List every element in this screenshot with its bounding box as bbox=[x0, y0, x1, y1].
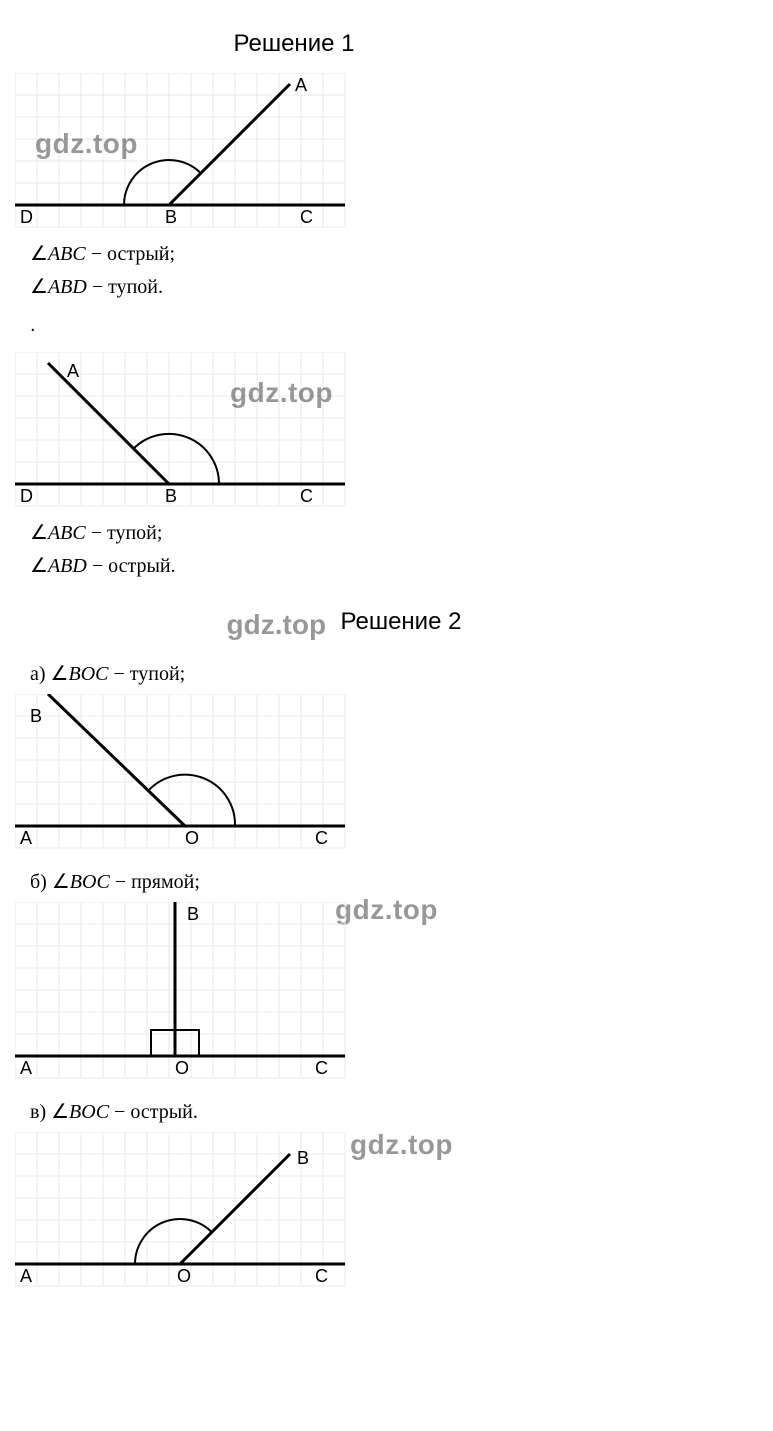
figure-4-svg: A O C B bbox=[15, 902, 355, 1084]
label-c: C bbox=[300, 486, 313, 506]
angle-name: BOC bbox=[70, 871, 110, 893]
figure-1-svg: D B C A bbox=[15, 73, 355, 233]
figure-5-svg: A O C B bbox=[15, 1132, 355, 1292]
watermark-inline: gdz.top bbox=[227, 609, 327, 641]
angle-symbol: ∠ bbox=[30, 243, 48, 265]
heading-solution-2: Решение 2 bbox=[341, 608, 462, 635]
dash: − bbox=[87, 555, 108, 577]
grid bbox=[15, 902, 345, 1078]
angle-name: ABD bbox=[48, 276, 87, 298]
ray-ba bbox=[48, 363, 169, 484]
figure-5: A O C B bbox=[15, 1132, 355, 1292]
dash: − bbox=[110, 871, 131, 893]
watermark: gdz.top bbox=[350, 1129, 453, 1161]
angle-arc bbox=[134, 434, 219, 484]
dash: − bbox=[86, 243, 107, 265]
dash: − bbox=[109, 1101, 130, 1123]
label-o: O bbox=[175, 1058, 189, 1078]
label-c: C bbox=[315, 1058, 328, 1078]
ray-ba bbox=[169, 84, 290, 205]
sub-c-label: в) ∠BOC − острый. bbox=[30, 1099, 773, 1124]
desc: тупой; bbox=[107, 522, 162, 544]
label-a: A bbox=[20, 1058, 32, 1078]
label-d: D bbox=[20, 207, 33, 227]
figure-2-svg: D B C A bbox=[15, 352, 355, 512]
figure-3-svg: A O C B bbox=[15, 694, 355, 854]
dash: − bbox=[86, 522, 107, 544]
label-a: A bbox=[20, 828, 32, 848]
separator-dot: . bbox=[30, 314, 773, 337]
figure-4: A O C B bbox=[15, 902, 355, 1084]
prefix: а) bbox=[30, 663, 51, 685]
label-o: O bbox=[177, 1266, 191, 1286]
angle-name: BOC bbox=[69, 1101, 109, 1123]
angle-name: BOC bbox=[68, 663, 108, 685]
desc: прямой; bbox=[131, 871, 200, 893]
figure-1: D B C A gdz.top bbox=[15, 73, 355, 233]
label-a: A bbox=[295, 75, 307, 95]
label-a: A bbox=[20, 1266, 32, 1286]
text-abd-obtuse: ∠ABD − тупой. bbox=[30, 274, 773, 299]
text-abd-acute: ∠ABD − острый. bbox=[30, 553, 773, 578]
angle-name: ABC bbox=[48, 522, 86, 544]
label-a: A bbox=[67, 361, 79, 381]
label-c: C bbox=[315, 828, 328, 848]
desc: тупой. bbox=[108, 276, 163, 298]
desc: острый; bbox=[107, 243, 175, 265]
figure-2: D B C A gdz.top bbox=[15, 352, 355, 512]
text-abc-acute: ∠ABC − острый; bbox=[30, 241, 773, 266]
sub-b-label: б) ∠BOC − прямой; bbox=[30, 869, 773, 894]
desc: острый. bbox=[108, 555, 176, 577]
label-c: C bbox=[315, 1266, 328, 1286]
desc: тупой; bbox=[130, 663, 185, 685]
label-b: B bbox=[165, 207, 177, 227]
dash: − bbox=[108, 663, 129, 685]
label-b: B bbox=[297, 1148, 309, 1168]
label-d: D bbox=[20, 486, 33, 506]
prefix: в) bbox=[30, 1101, 51, 1123]
heading-solution-1: Решение 1 bbox=[15, 30, 773, 58]
label-b: B bbox=[30, 706, 42, 726]
sub-a-label: а) ∠BOC − тупой; bbox=[30, 661, 773, 686]
angle-symbol: ∠ bbox=[30, 522, 48, 544]
label-b: B bbox=[165, 486, 177, 506]
label-c: C bbox=[300, 207, 313, 227]
figure-3: A O C B bbox=[15, 694, 355, 854]
angle-name: ABC bbox=[48, 243, 86, 265]
dash: − bbox=[87, 276, 108, 298]
text-abc-obtuse: ∠ABC − тупой; bbox=[30, 520, 773, 545]
desc: острый. bbox=[130, 1101, 198, 1123]
prefix: б) bbox=[30, 871, 52, 893]
label-o: O bbox=[185, 828, 199, 848]
angle-name: ABD bbox=[48, 555, 87, 577]
angle-symbol: ∠ bbox=[30, 276, 48, 298]
angle-symbol: ∠ bbox=[52, 871, 70, 893]
angle-symbol: ∠ bbox=[51, 663, 69, 685]
angle-symbol: ∠ bbox=[51, 1101, 69, 1123]
label-b: B bbox=[187, 904, 199, 924]
angle-symbol: ∠ bbox=[30, 555, 48, 577]
